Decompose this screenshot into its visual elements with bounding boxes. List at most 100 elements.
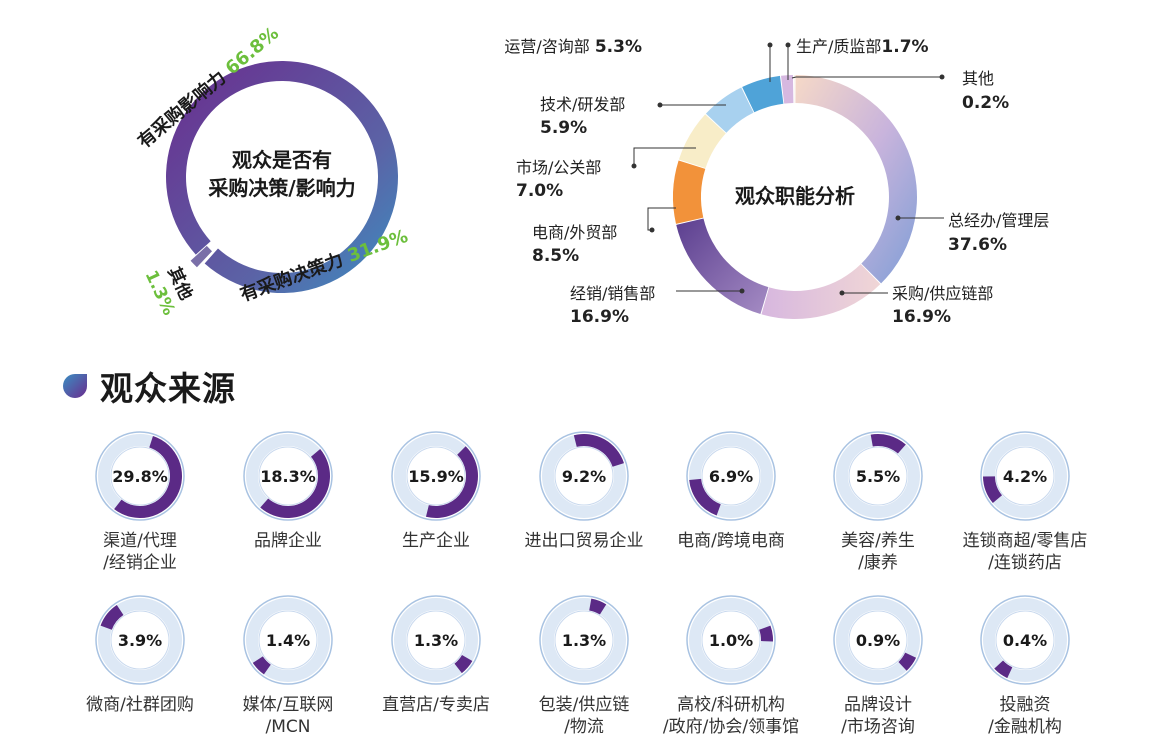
slice-name: 生产/质监部 [796, 37, 881, 56]
source-item: 0.4% 投融资 /金融机构 [950, 594, 1100, 738]
source-value-arc [114, 436, 182, 518]
slice-value: 5.3% [595, 37, 642, 57]
slice-name: 电商/外贸部 [532, 223, 617, 242]
ring-inner [995, 610, 1055, 670]
decision-title-line: 采购决策/影响力 [208, 176, 355, 200]
source-ring: 3.9% [95, 595, 185, 685]
function-chart-title: 观众职能分析 [735, 184, 855, 208]
source-value-arc [994, 660, 1013, 679]
svg-text:有采购决策力 31.9%: 有采购决策力 31.9% [237, 225, 411, 306]
leader-dot [739, 288, 745, 294]
source-value: 3.9% [118, 631, 162, 650]
source-value: 1.3% [414, 631, 458, 650]
slice-name: 采购/供应链部 [892, 284, 993, 303]
ring-inner [110, 446, 170, 506]
source-label: 渠道/代理 /经销企业 [103, 531, 177, 573]
slice-name: 其他 [962, 69, 994, 88]
source-value: 0.4% [1003, 631, 1047, 650]
slice-value: 16.9% [570, 307, 629, 327]
source-value-arc [898, 652, 917, 671]
source-label: 美容/养生 /康养 [841, 531, 915, 573]
leader-dot [839, 290, 845, 296]
source-label: 高校/科研机构 /政府/协会/领事馆 [662, 695, 800, 737]
ring-inner [554, 446, 614, 506]
leader-dot [631, 163, 637, 169]
source-value: 29.8% [112, 467, 168, 486]
source-value-arc [100, 604, 124, 630]
svg-text:有采购影响力 66.8%: 有采购影响力 66.8% [133, 22, 283, 152]
source-value-arc [573, 434, 624, 467]
ring-inner [848, 446, 908, 506]
source-ring: 6.9% [686, 431, 776, 521]
svg-text:运营/咨询部 5.3%: 运营/咨询部 5.3% [504, 37, 642, 57]
source-ring: 0.4% [980, 595, 1070, 685]
function-slice [793, 75, 795, 104]
source-ring: 9.2% [539, 431, 629, 521]
source-item: 4.2% 连锁商超/零售店 /连锁药店 [950, 430, 1100, 574]
ring-track [542, 598, 626, 682]
source-value-arc [425, 446, 478, 518]
function-slice-label: 生产/质监部1.7% [785, 37, 929, 80]
source-value: 1.3% [562, 631, 606, 650]
leader-dot [767, 42, 773, 48]
source-value-arc [252, 656, 271, 675]
source-item: 15.9% 生产企业 [361, 430, 511, 552]
source-value: 5.5% [856, 467, 900, 486]
source-value-arc [759, 625, 773, 642]
leader-dot [895, 215, 901, 221]
ring-inner [554, 610, 614, 670]
source-label: 生产企业 [402, 531, 470, 551]
slice-name: 运营/咨询部 [504, 37, 594, 56]
decision-slice-label: 有采购影响力 66.8% [133, 22, 283, 153]
source-value-arc [689, 478, 721, 516]
decision-slice-label: 有采购决策力 31.9% [237, 225, 411, 306]
function-slice [676, 218, 769, 315]
function-slice [705, 87, 754, 133]
drop-icon [63, 374, 87, 398]
slice-value: 16.9% [892, 307, 951, 327]
source-value: 1.4% [266, 631, 310, 650]
source-label: 投融资 /金融机构 [988, 695, 1062, 737]
ring-inner [406, 610, 466, 670]
ring-inner [995, 446, 1055, 506]
leader-dot [649, 227, 655, 233]
ring-track [689, 434, 773, 518]
source-item: 0.9% 品牌设计 /市场咨询 [803, 594, 953, 738]
source-value: 1.0% [709, 631, 753, 650]
source-item: 1.0% 高校/科研机构 /政府/协会/领事馆 [656, 594, 806, 738]
source-value-arc [589, 598, 607, 615]
source-ring: 18.3% [243, 431, 333, 521]
source-label: 进出口贸易企业 [524, 531, 644, 551]
slice-name: 技术/研发部 [540, 95, 625, 114]
source-ring: 4.2% [980, 431, 1070, 521]
source-ring: 0.9% [833, 595, 923, 685]
slice-value: 5.9% [540, 118, 587, 138]
ring-inner [848, 610, 908, 670]
slice-value: 1.7% [881, 37, 928, 57]
slice-name: 经销/销售部 [570, 284, 655, 303]
source-value-arc [983, 476, 1003, 503]
source-ring: 1.4% [243, 595, 333, 685]
function-slice [795, 75, 917, 284]
decision-chart-title: 观众是否有采购决策/影响力 [208, 148, 355, 200]
source-ring: 1.0% [686, 595, 776, 685]
source-ring: 29.8% [95, 431, 185, 521]
slice-value: 7.0% [516, 181, 563, 201]
leader-line [791, 76, 942, 79]
source-label: 连锁商超/零售店 /连锁药店 [962, 531, 1088, 573]
source-value: 9.2% [562, 467, 606, 486]
source-label: 品牌企业 [254, 531, 322, 551]
source-value-arc [454, 655, 473, 674]
function-slice-label: 技术/研发部 5.9% [540, 95, 726, 138]
source-value: 4.2% [1003, 467, 1047, 486]
leader-dot [785, 42, 791, 48]
source-item: 1.4% 媒体/互联网 /MCN [213, 594, 363, 738]
function-slice-label: 其他 0.2% [791, 69, 1009, 113]
decision-donut-chart: 观众是否有采购决策/影响力 有采购影响力 66.8% 有采购决策力 31.9% 其他… [133, 22, 411, 319]
ring-track [836, 598, 920, 682]
source-label: 包装/供应链 /物流 [538, 695, 630, 737]
source-value: 18.3% [260, 467, 316, 486]
function-slice [780, 75, 794, 104]
function-donut-chart: 观众职能分析 总经办/管理层 37.6% 采购/供应链部 16.9% 经销/销售部 16.… [504, 37, 1049, 327]
source-label: 电商/跨境电商 [677, 531, 785, 551]
